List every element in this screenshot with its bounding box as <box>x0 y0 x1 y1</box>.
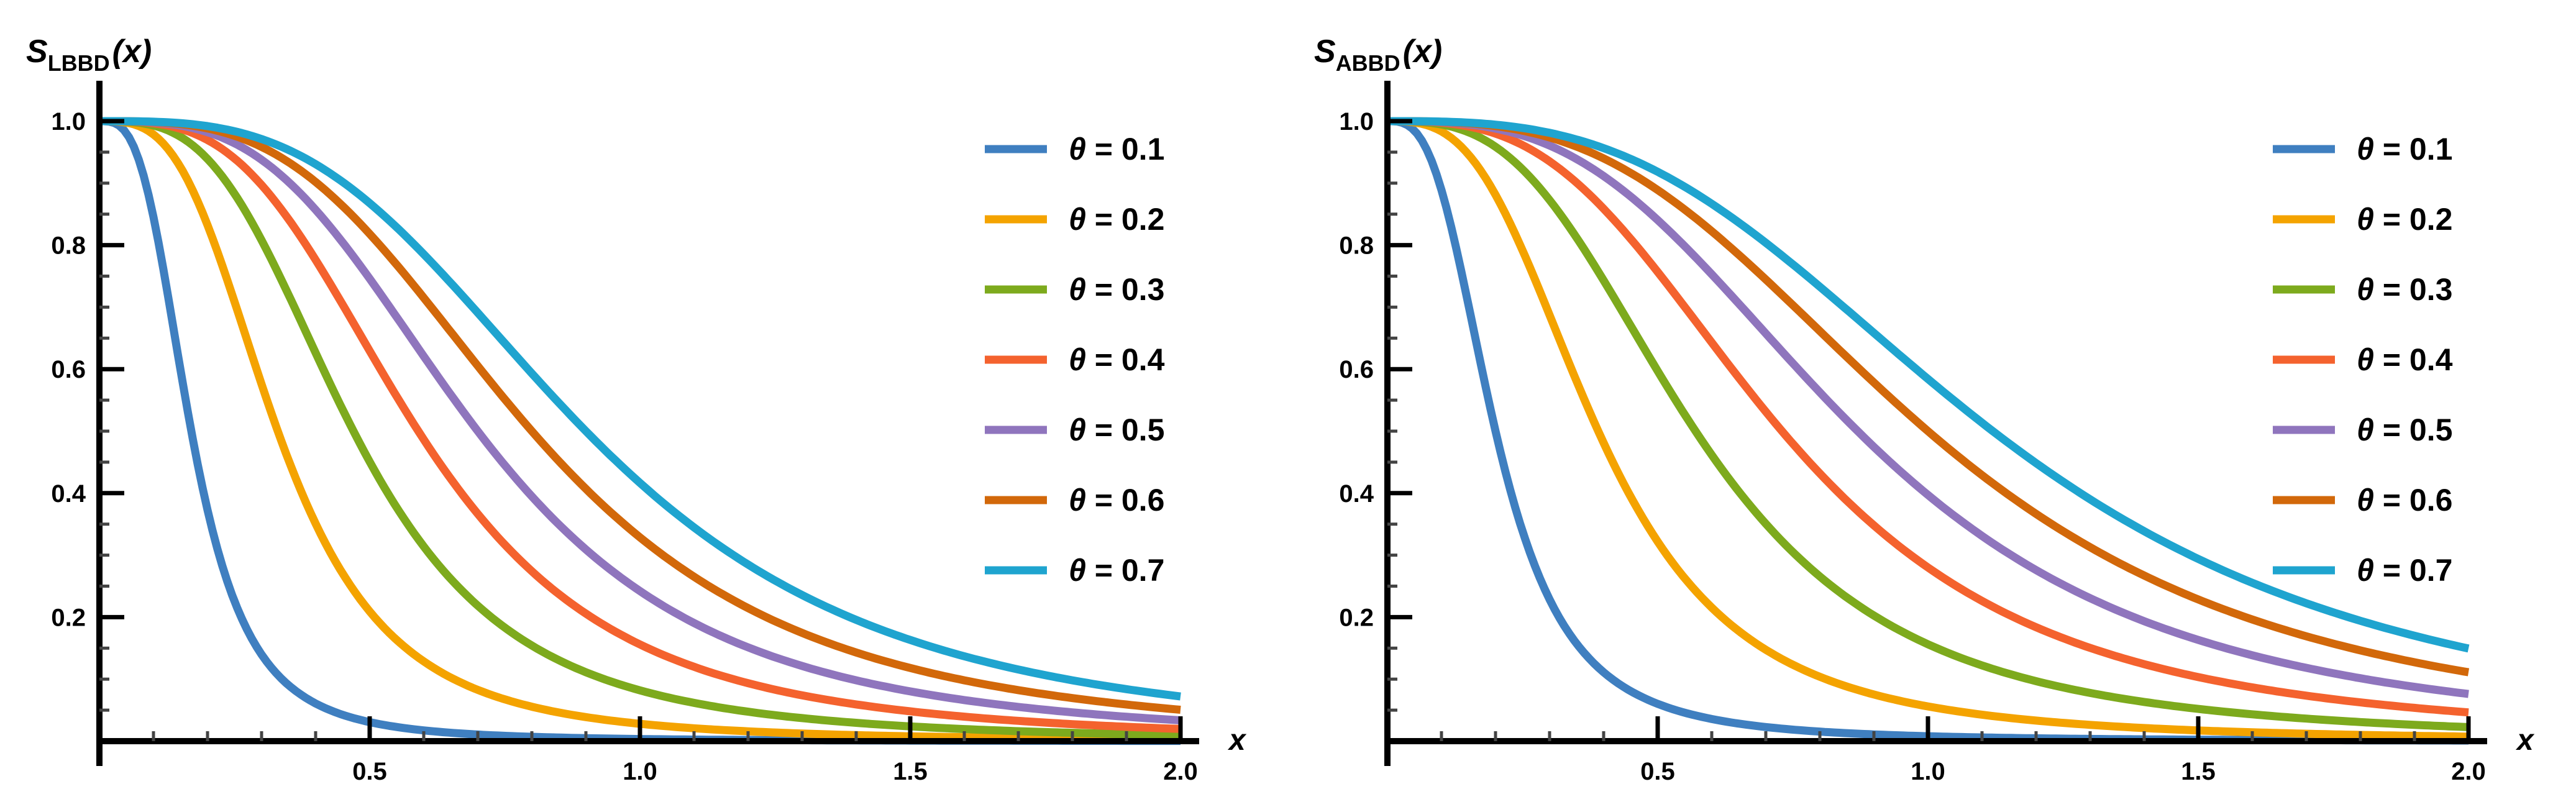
legend-label-5: θ = 0.5 <box>1069 413 1164 447</box>
legend-theta-symbol: θ <box>1069 272 1086 307</box>
legend-theta-value: = 0.3 <box>1086 272 1165 307</box>
y-axis-label-subscript: ABBD <box>1336 50 1400 76</box>
legend-theta-value: = 0.3 <box>2374 272 2453 307</box>
y-tick-label: 0.6 <box>51 356 86 383</box>
legend-label-3: θ = 0.3 <box>1069 272 1164 307</box>
y-tick-label: 0.4 <box>51 480 86 508</box>
legend-theta-symbol: θ <box>2357 483 2374 517</box>
chart-panel-left: 0.5 1.0 1.5 2.0 0.2 0.4 0.6 0.8 1.0 SLBBD(x) x θ = … <box>26 34 1247 785</box>
legend-label-1: θ = 0.1 <box>1069 132 1164 166</box>
x-tick-label: 2.0 <box>2451 758 2486 785</box>
legend-label-4: θ = 0.4 <box>1069 342 1165 377</box>
y-axis-label-subscript: LBBD <box>48 50 110 76</box>
legend-theta-value: = 0.6 <box>2374 483 2453 517</box>
legend-label-3: θ = 0.3 <box>2357 272 2452 307</box>
x-tick-label: 1.5 <box>2181 758 2216 785</box>
curve-series-7 <box>1387 117 2470 653</box>
legend-theta-symbol: θ <box>1069 483 1086 517</box>
y-tick-label: 0.6 <box>1339 356 1374 383</box>
curve-series-5 <box>1387 117 2469 698</box>
curve-series-2 <box>1387 117 2469 741</box>
x-tick-label: 1.0 <box>1911 758 1945 785</box>
legend-theta-value: = 0.2 <box>2374 202 2453 237</box>
y-axis-label-argument: (x) <box>1403 34 1443 70</box>
curve-series-6 <box>99 117 1181 714</box>
legend-theta-symbol: θ <box>1069 132 1086 166</box>
y-axis-label-main: S <box>1314 34 1336 70</box>
chart-panel-right: 0.5 1.0 1.5 2.0 0.2 0.4 0.6 0.8 1.0 SABBD(x) x θ = … <box>1288 0 2576 807</box>
y-axis-label-main: S <box>26 34 48 70</box>
x-tick-label: 1.5 <box>893 758 928 785</box>
legend-theta-value: = 0.1 <box>1086 132 1165 166</box>
y-axis-label: SLBBD(x) <box>26 34 152 76</box>
legend: θ = 0.1θ = 0.2θ = 0.3θ = 0.4θ = 0.5θ = 0… <box>985 132 1165 588</box>
y-axis-label-argument: (x) <box>112 34 152 70</box>
x-tick-label: 1.0 <box>623 758 657 785</box>
y-tick-label: 0.8 <box>1339 232 1374 260</box>
legend-label-5: θ = 0.5 <box>2357 413 2452 447</box>
y-tick-label: 0.8 <box>51 232 86 260</box>
x-tick-label: 0.5 <box>352 758 387 785</box>
legend-label-2: θ = 0.2 <box>1069 202 1164 237</box>
x-axis-label: x <box>2515 724 2535 757</box>
legend-theta-symbol: θ <box>2357 413 2374 447</box>
legend-theta-value: = 0.5 <box>2374 413 2453 447</box>
legend-label-2: θ = 0.2 <box>2357 202 2452 237</box>
legend-theta-symbol: θ <box>2357 342 2374 377</box>
legend-label-7: θ = 0.7 <box>2357 553 2452 588</box>
legend-theta-symbol: θ <box>2357 202 2374 237</box>
legend-label-6: θ = 0.6 <box>1069 483 1164 517</box>
legend-theta-value: = 0.4 <box>1086 342 1165 377</box>
legend: θ = 0.1θ = 0.2θ = 0.3θ = 0.4θ = 0.5θ = 0… <box>2273 132 2453 588</box>
legend-theta-value: = 0.4 <box>2374 342 2453 377</box>
legend-theta-value: = 0.5 <box>1086 413 1165 447</box>
y-tick-label: 1.0 <box>51 108 86 135</box>
legend-theta-symbol: θ <box>2357 553 2374 588</box>
y-tick-label: 0.2 <box>1339 604 1374 631</box>
curve-series-3 <box>99 117 1181 739</box>
curve-series-4 <box>1387 117 2469 717</box>
legend-theta-symbol: θ <box>1069 413 1086 447</box>
x-tick-label: 0.5 <box>1640 758 1675 785</box>
curve-series-4 <box>99 117 1181 733</box>
x-axis-label: x <box>1227 724 1247 757</box>
survival-chart-lbbd: 0.5 1.0 1.5 2.0 0.2 0.4 0.6 0.8 1.0 SLBBD(x) x θ = … <box>26 34 1247 785</box>
legend-label-6: θ = 0.6 <box>2357 483 2452 517</box>
y-tick-label: 0.2 <box>51 604 86 631</box>
legend-label-1: θ = 0.1 <box>2357 132 2452 166</box>
legend-theta-value: = 0.7 <box>1086 553 1165 588</box>
legend-theta-symbol: θ <box>2357 272 2374 307</box>
y-axis-label: SABBD(x) <box>1314 34 1442 76</box>
curve-series-3 <box>1387 117 2469 731</box>
legend-theta-symbol: θ <box>2357 132 2374 166</box>
legend-label-7: θ = 0.7 <box>1069 553 1164 588</box>
legend-theta-value: = 0.7 <box>2374 553 2453 588</box>
curve-series-6 <box>1387 117 2470 677</box>
legend-theta-symbol: θ <box>1069 342 1086 377</box>
curve-series-5 <box>99 117 1181 724</box>
legend-theta-value: = 0.6 <box>1086 483 1165 517</box>
legend-theta-value: = 0.2 <box>1086 202 1165 237</box>
survival-chart-abbd: 0.5 1.0 1.5 2.0 0.2 0.4 0.6 0.8 1.0 SABBD(x) x θ = … <box>1314 34 2535 785</box>
curve-series-7 <box>99 117 1181 701</box>
y-tick-label: 1.0 <box>1339 108 1374 135</box>
legend-theta-symbol: θ <box>1069 202 1086 237</box>
legend-theta-value: = 0.1 <box>2374 132 2453 166</box>
x-tick-label: 2.0 <box>1163 758 1198 785</box>
legend-theta-symbol: θ <box>1069 553 1086 588</box>
y-tick-label: 0.4 <box>1339 480 1374 508</box>
legend-label-4: θ = 0.4 <box>2357 342 2453 377</box>
